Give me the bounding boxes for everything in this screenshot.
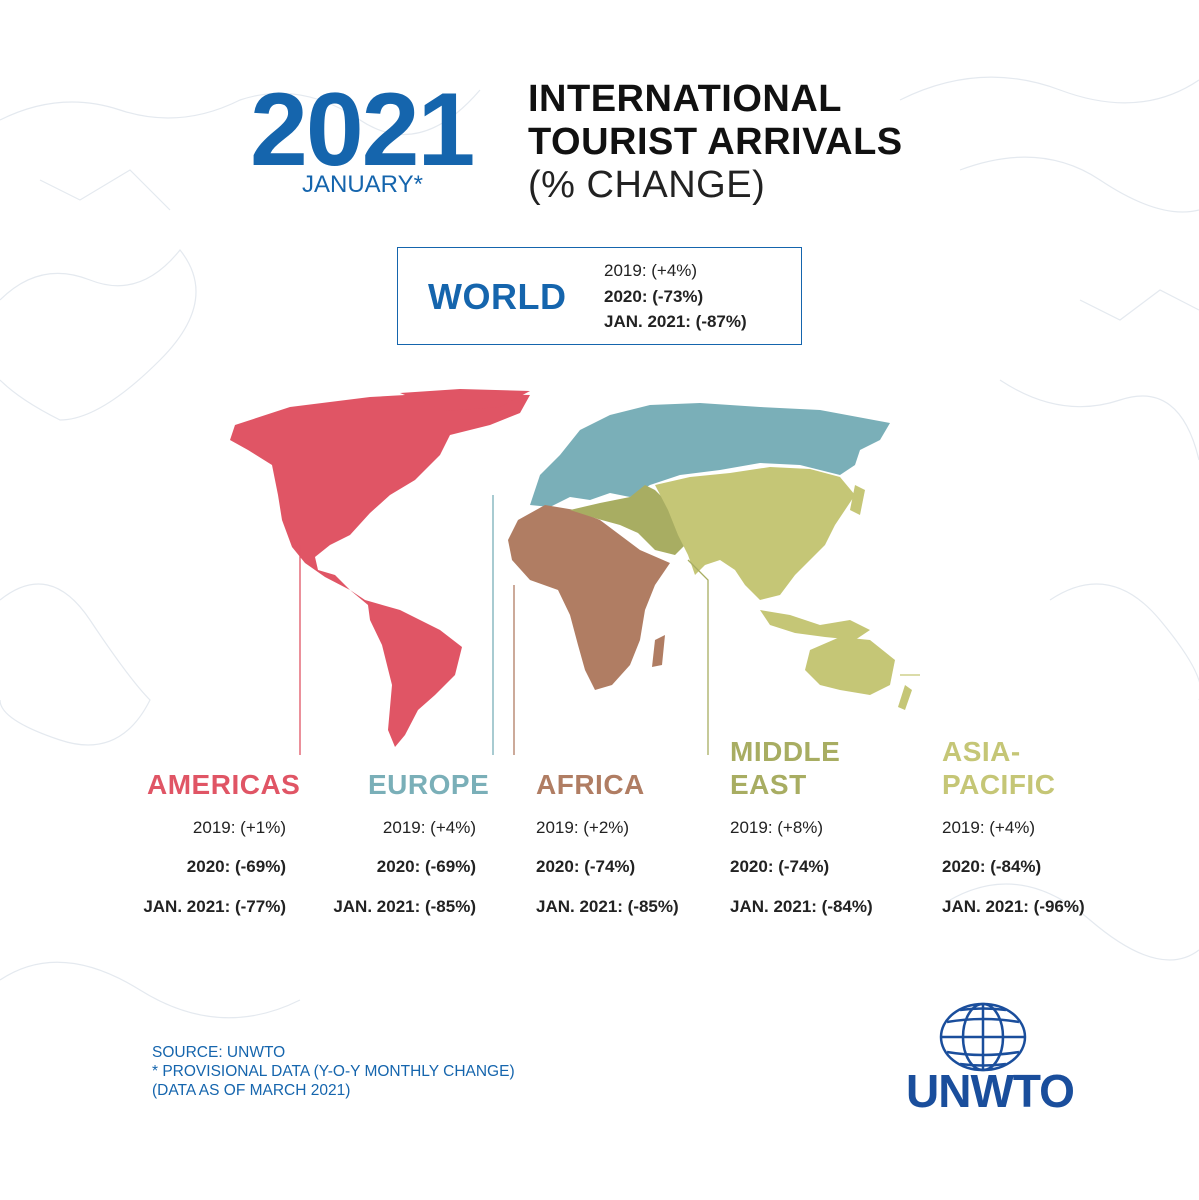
data-asof-note: (DATA AS OF MARCH 2021): [152, 1082, 351, 1099]
world-2019: 2019: (+4%): [604, 261, 698, 280]
world-jan2021: JAN. 2021: (-87%): [604, 312, 747, 331]
world-stats-box: [397, 247, 802, 345]
asia-pacific-label: ASIA- PACIFIC: [942, 735, 1055, 801]
middle-east-2020: 2020: (-74%): [730, 857, 830, 876]
title-line-1: INTERNATIONAL: [528, 78, 842, 120]
provisional-note: * PROVISIONAL DATA (Y-O-Y MONTHLY CHANGE…: [152, 1063, 515, 1080]
asia-pacific-leader-line: [900, 674, 920, 676]
asia-pacific-label-line-1: ASIA-: [942, 736, 1021, 767]
asia-pacific-2020: 2020: (-84%): [942, 857, 1042, 876]
americas-2020: 2020: (-69%): [186, 857, 286, 876]
africa-label: AFRICA: [536, 769, 645, 800]
unwto-logo-text: UNWTO: [906, 1065, 1075, 1117]
asia-pacific-label-line-2: PACIFIC: [942, 769, 1056, 800]
europe-2020: 2020: (-69%): [376, 857, 476, 876]
page-title: INTERNATIONAL TOURIST ARRIVALS (% CHANGE…: [528, 78, 903, 207]
americas-2019: 2019: (+1%): [192, 818, 286, 837]
europe-jan2021: JAN. 2021: (-85%): [333, 897, 476, 916]
africa-region-shape: [508, 505, 670, 690]
source-note: SOURCE: UNWTO: [152, 1044, 286, 1061]
europe-region-shape: [530, 403, 890, 507]
asia-pacific-region-shape: [655, 467, 912, 710]
americas-label: AMERICAS: [147, 769, 301, 800]
month-label: JANUARY*: [302, 171, 423, 198]
world-stats: 2019: (+4%) 2020: (-73%) JAN. 2021: (-87…: [604, 258, 747, 335]
africa-2019: 2019: (+2%): [536, 818, 630, 837]
world-2020: 2020: (-73%): [604, 286, 704, 306]
middle-east-jan2021: JAN. 2021: (-84%): [730, 897, 873, 916]
world-map: [230, 389, 920, 755]
europe-2019: 2019: (+4%): [382, 818, 476, 837]
middle-east-leader-line: [687, 559, 709, 755]
year-heading: 2021: [250, 72, 475, 188]
americas-region-shape: [230, 389, 530, 747]
africa-2020: 2020: (-74%): [536, 857, 636, 876]
middle-east-label-line-2: EAST: [730, 769, 807, 800]
footer-notes: SOURCE: UNWTO * PROVISIONAL DATA (Y-O-Y …: [152, 1043, 515, 1100]
africa-jan2021: JAN. 2021: (-85%): [536, 897, 679, 916]
world-label: WORLD: [428, 276, 567, 317]
middle-east-label: MIDDLE EAST: [730, 735, 840, 801]
europe-label: EUROPE: [368, 769, 490, 800]
middle-east-label-line-1: MIDDLE: [730, 736, 841, 767]
middle-east-2019: 2019: (+8%): [730, 818, 824, 837]
middle-east-region-shape: [570, 485, 690, 555]
asia-pacific-2019: 2019: (+4%): [942, 818, 1036, 837]
title-line-2: TOURIST ARRIVALS: [528, 121, 903, 163]
unwto-globe-icon: [939, 1002, 1027, 1072]
title-line-3: (% CHANGE): [528, 164, 766, 206]
asia-pacific-jan2021: JAN. 2021: (-96%): [942, 897, 1085, 916]
americas-jan2021: JAN. 2021: (-77%): [143, 897, 286, 916]
